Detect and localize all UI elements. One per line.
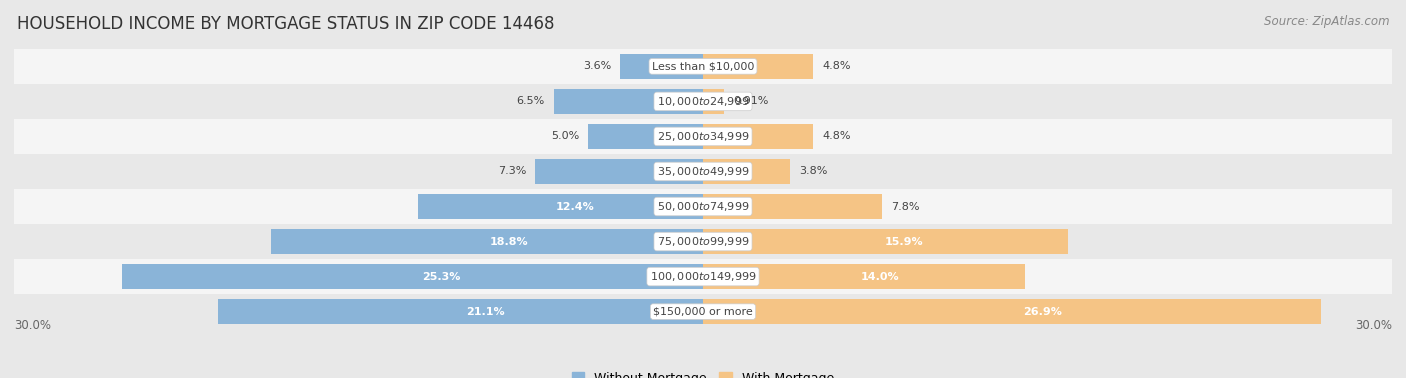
Bar bbox=[703, 124, 813, 149]
Text: $100,000 to $149,999: $100,000 to $149,999 bbox=[650, 270, 756, 283]
Bar bbox=[703, 54, 813, 79]
Bar bbox=[218, 299, 703, 324]
Text: Less than $10,000: Less than $10,000 bbox=[652, 61, 754, 71]
Bar bbox=[418, 194, 703, 219]
Bar bbox=[703, 194, 882, 219]
Text: 30.0%: 30.0% bbox=[1355, 319, 1392, 332]
Bar bbox=[703, 229, 1069, 254]
Bar bbox=[14, 259, 1392, 294]
Text: $35,000 to $49,999: $35,000 to $49,999 bbox=[657, 165, 749, 178]
Text: $50,000 to $74,999: $50,000 to $74,999 bbox=[657, 200, 749, 213]
Text: 14.0%: 14.0% bbox=[860, 271, 900, 282]
Bar bbox=[703, 264, 1025, 289]
Text: 7.3%: 7.3% bbox=[498, 166, 526, 177]
Text: 7.8%: 7.8% bbox=[891, 201, 920, 212]
Bar bbox=[620, 54, 703, 79]
Bar bbox=[14, 84, 1392, 119]
Text: $75,000 to $99,999: $75,000 to $99,999 bbox=[657, 235, 749, 248]
Text: $25,000 to $34,999: $25,000 to $34,999 bbox=[657, 130, 749, 143]
Bar bbox=[14, 154, 1392, 189]
Bar bbox=[554, 89, 703, 114]
Bar bbox=[536, 159, 703, 184]
Bar bbox=[588, 124, 703, 149]
Text: HOUSEHOLD INCOME BY MORTGAGE STATUS IN ZIP CODE 14468: HOUSEHOLD INCOME BY MORTGAGE STATUS IN Z… bbox=[17, 15, 554, 33]
Bar bbox=[14, 119, 1392, 154]
Bar bbox=[14, 189, 1392, 224]
Text: 25.3%: 25.3% bbox=[422, 271, 461, 282]
Bar bbox=[14, 224, 1392, 259]
Legend: Without Mortgage, With Mortgage: Without Mortgage, With Mortgage bbox=[567, 367, 839, 378]
Text: 3.6%: 3.6% bbox=[583, 61, 612, 71]
Text: 21.1%: 21.1% bbox=[465, 307, 505, 317]
Text: 6.5%: 6.5% bbox=[516, 96, 544, 107]
Text: 3.8%: 3.8% bbox=[800, 166, 828, 177]
Text: 18.8%: 18.8% bbox=[489, 237, 529, 246]
Text: 4.8%: 4.8% bbox=[823, 61, 851, 71]
Bar bbox=[703, 89, 724, 114]
Bar bbox=[271, 229, 703, 254]
Bar bbox=[703, 299, 1320, 324]
Text: 15.9%: 15.9% bbox=[884, 237, 924, 246]
Bar bbox=[703, 159, 790, 184]
Text: 12.4%: 12.4% bbox=[555, 201, 595, 212]
Text: Source: ZipAtlas.com: Source: ZipAtlas.com bbox=[1264, 15, 1389, 28]
Text: 0.91%: 0.91% bbox=[733, 96, 769, 107]
Text: 30.0%: 30.0% bbox=[14, 319, 51, 332]
Bar bbox=[14, 49, 1392, 84]
Bar bbox=[14, 294, 1392, 329]
Text: $150,000 or more: $150,000 or more bbox=[654, 307, 752, 317]
Bar bbox=[122, 264, 703, 289]
Text: 4.8%: 4.8% bbox=[823, 132, 851, 141]
Text: 26.9%: 26.9% bbox=[1024, 307, 1062, 317]
Text: 5.0%: 5.0% bbox=[551, 132, 579, 141]
Text: $10,000 to $24,999: $10,000 to $24,999 bbox=[657, 95, 749, 108]
